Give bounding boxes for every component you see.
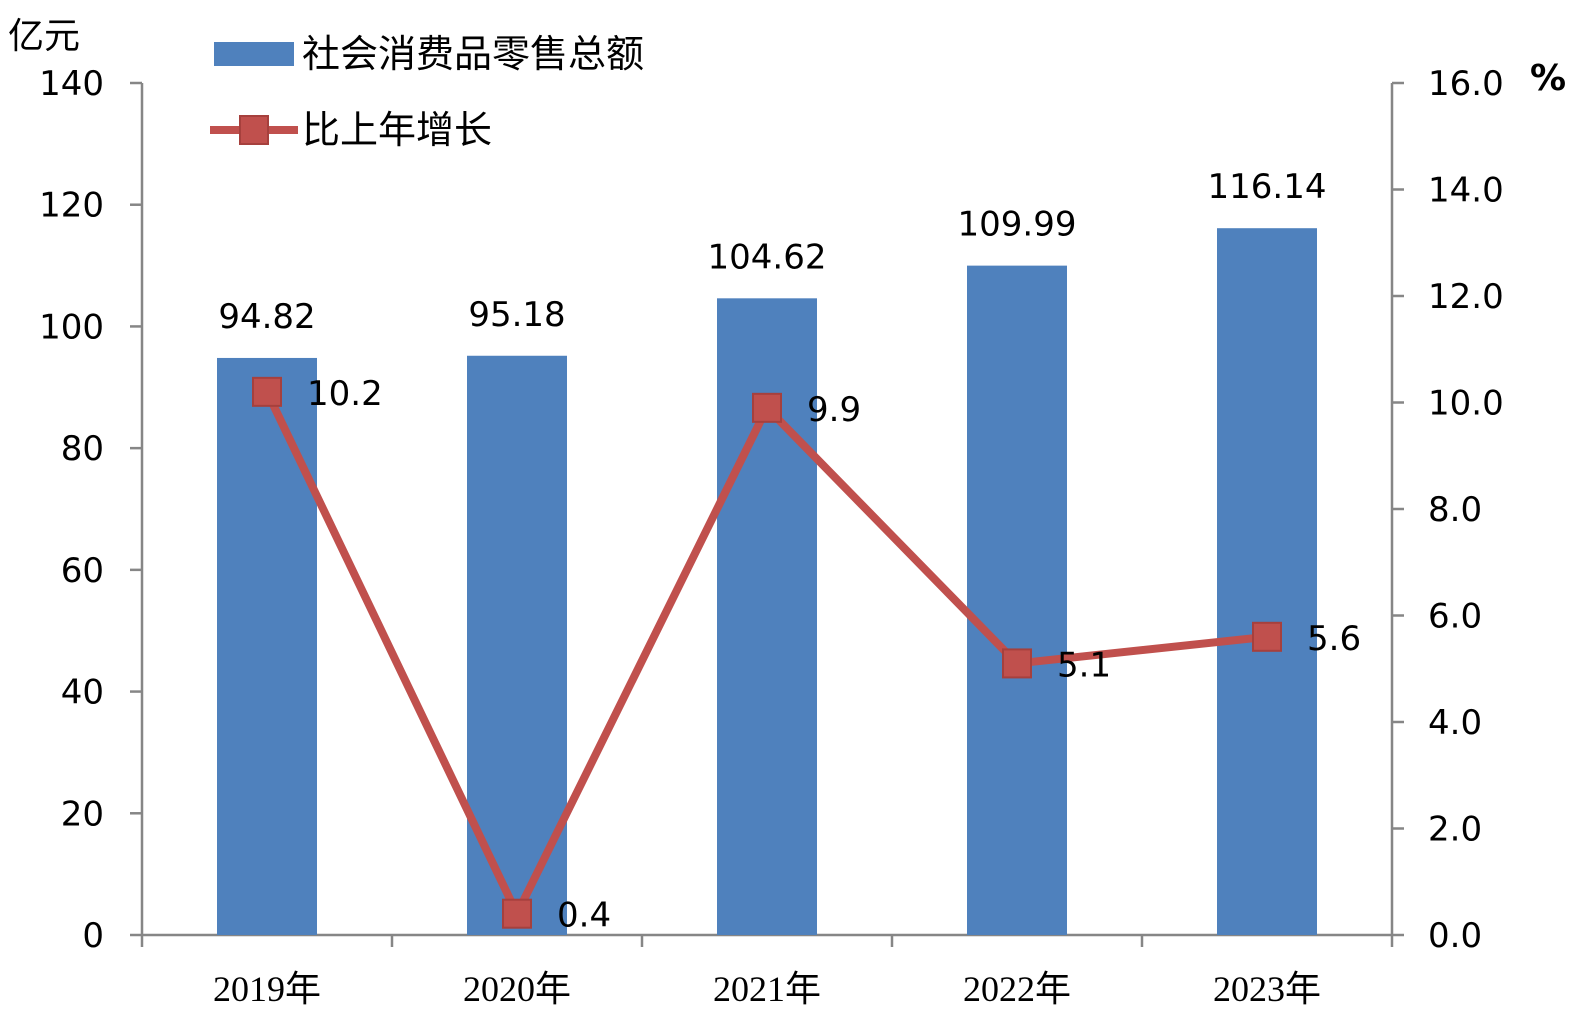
line-value-label: 5.1 — [1057, 645, 1111, 685]
legend-bar-swatch — [214, 42, 294, 66]
bar-value-label: 94.82 — [218, 297, 315, 337]
line-value-label: 10.2 — [307, 374, 383, 414]
line-value-label: 0.4 — [557, 896, 611, 936]
y-left-tick-label: 100 — [39, 307, 104, 347]
axes: 0 20 40 60 80 100 120 140 0.0 2.0 4.0 6.0 8.0 10.0 12.… — [8, 16, 1566, 1009]
bar-series — [217, 228, 1317, 935]
legend-line-label: 比上年增长 — [302, 108, 492, 152]
y-right-tick-label: 14.0 — [1428, 171, 1504, 211]
line-point-marker — [502, 898, 532, 929]
legend-bar-label: 社会消费品零售总额 — [302, 32, 644, 76]
y-right-unit: % — [1530, 58, 1566, 99]
y-right-tick-label: 4.0 — [1428, 703, 1482, 743]
y-left-tick-label: 60 — [61, 551, 104, 591]
bar — [217, 357, 317, 935]
bar — [1217, 228, 1317, 935]
y-left-unit: 亿元 — [8, 16, 80, 57]
line-point-marker — [1252, 621, 1282, 652]
line-point-marker — [752, 392, 782, 423]
y-right-tick-label: 6.0 — [1428, 597, 1482, 637]
y-right-tick-label: 2.0 — [1428, 810, 1482, 850]
line-series — [252, 376, 1282, 929]
x-category-label: 2021年 — [713, 969, 821, 1009]
y-left-tick-label: 140 — [39, 64, 104, 104]
y-right-tick-label: 12.0 — [1428, 277, 1504, 317]
line-point-marker — [1002, 648, 1032, 679]
line-point-marker — [252, 376, 282, 407]
y-left-tick-label: 0 — [82, 916, 104, 956]
bar — [967, 265, 1067, 935]
data-labels: 94.82 95.18 104.62 109.99 116.14 10.2 0.4 9.9 5.… — [218, 167, 1361, 935]
bar-value-label: 109.99 — [958, 205, 1077, 245]
line-value-label: 9.9 — [807, 390, 861, 430]
legend-line-marker — [239, 115, 269, 145]
y-left-tick-label: 20 — [61, 794, 104, 834]
y-left-tick-label: 40 — [61, 673, 104, 713]
y-right-tick-label: 10.0 — [1428, 384, 1504, 424]
x-category-label: 2023年 — [1213, 969, 1321, 1009]
x-category-label: 2019年 — [213, 969, 321, 1009]
bar-value-label: 95.18 — [468, 295, 565, 335]
bar-value-label: 104.62 — [708, 237, 827, 277]
x-category-label: 2020年 — [463, 969, 571, 1009]
bar-value-label: 116.14 — [1208, 167, 1327, 207]
y-right-tick-label: 8.0 — [1428, 490, 1482, 530]
line-value-label: 5.6 — [1307, 619, 1361, 659]
y-right-tick-label: 0.0 — [1428, 916, 1482, 956]
x-category-label: 2022年 — [963, 969, 1071, 1009]
y-right-tick-label: 16.0 — [1428, 64, 1504, 104]
y-left-tick-label: 80 — [61, 429, 104, 469]
y-left-tick-label: 120 — [39, 186, 104, 226]
